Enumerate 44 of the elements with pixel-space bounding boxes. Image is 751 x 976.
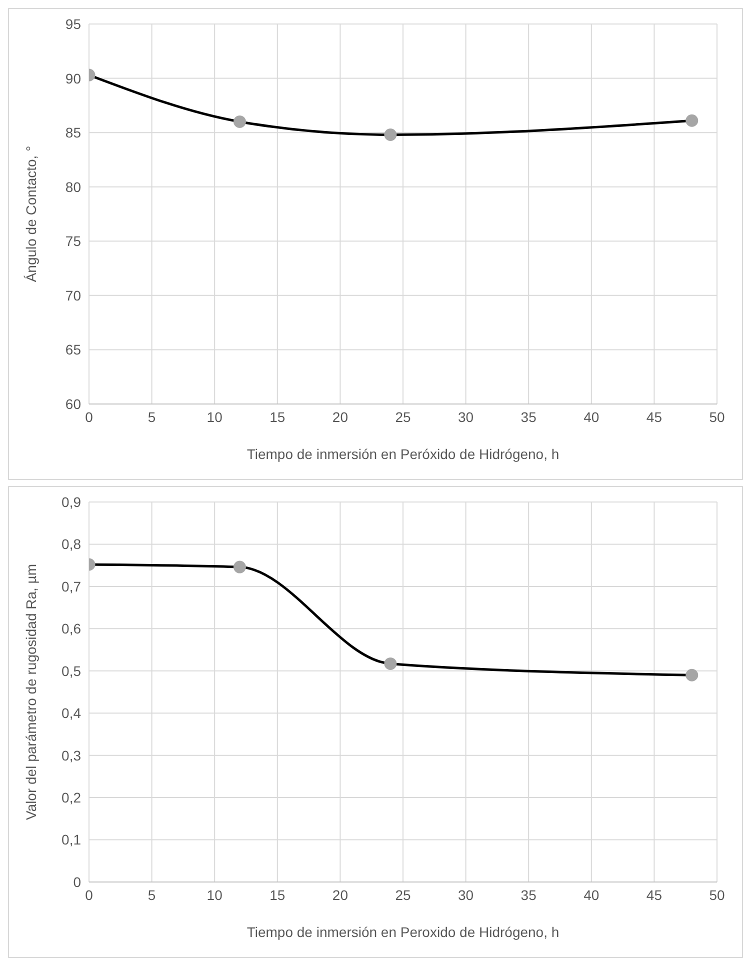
x-tick-label: 35 [520,886,537,903]
y-tick-label: 90 [65,70,82,86]
y-tick-label: 0,7 [62,578,82,594]
y-tick-label: 65 [65,342,82,358]
x-tick-label: 0 [85,886,94,903]
x-tick-label: 15 [270,886,286,903]
y-tick-label: 95 [65,16,82,32]
x-tick-label: 35 [520,408,537,425]
x-axis-title: Tiempo de inmersión en Peróxido de Hidrógeno, h [246,446,560,462]
y-tick-label: 60 [65,396,82,412]
y-tick-label: 0,6 [62,620,82,637]
x-tick-label: 5 [148,408,156,425]
x-tick-label: 30 [458,886,474,903]
y-tick-label: 85 [65,124,82,141]
y-tick-label: 70 [65,287,82,304]
y-axis-title: Valor del parámetro de rugosidad Ra, µm [22,564,39,820]
x-tick-label: 15 [270,408,286,425]
x-tick-label: 40 [584,886,600,903]
x-tick-label: 10 [206,408,223,425]
y-tick-label: 0,3 [62,747,82,764]
x-tick-label: 25 [395,408,411,425]
x-tick-label: 45 [646,408,662,425]
x-tick-label: 5 [148,886,156,903]
y-tick-label: 75 [65,233,82,250]
x-tick-label: 20 [332,886,348,903]
y-tick-label: 0,1 [62,832,82,848]
x-tick-label: 45 [646,886,662,903]
x-tick-label: 10 [206,886,223,903]
y-tick-label: 80 [65,178,82,195]
x-tick-label: 50 [709,886,725,903]
y-tick-label: 0,9 [62,494,82,510]
x-tick-label: 0 [85,408,94,425]
y-tick-label: 0,4 [62,705,82,722]
y-tick-label: 0,2 [62,790,82,806]
y-tick-label: 0 [73,874,82,890]
x-tick-label: 25 [395,886,411,903]
y-tick-label: 0,8 [62,536,82,552]
x-axis-title: Tiempo de inmersión en Peroxido de Hidrógeno, h [246,924,560,940]
y-axis-title: Ángulo de Contacto, ° [22,146,39,282]
x-tick-label: 40 [584,408,600,425]
x-tick-label: 20 [332,408,348,425]
x-tick-label: 30 [458,408,474,425]
y-tick-label: 0,5 [62,662,82,679]
x-tick-label: 50 [709,408,725,425]
